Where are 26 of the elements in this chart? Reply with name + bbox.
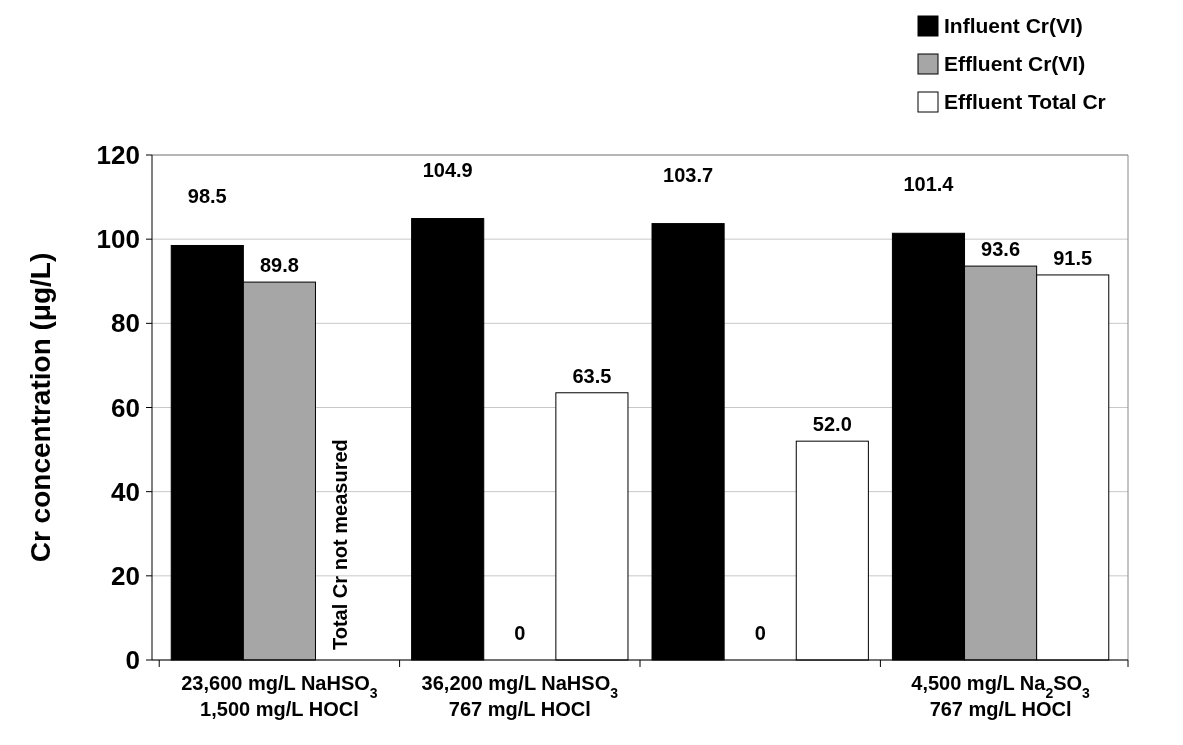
legend-label: Effluent Cr(VI): [944, 52, 1086, 76]
legend-label: Influent Cr(VI): [944, 14, 1083, 38]
data-label: 0: [514, 622, 526, 644]
x-tick-label: 4,500 mg/L Na$_{2}$SO$_{3}$ 767 mg/L HOCl: [911, 672, 1091, 720]
annotation: Total Cr not measured: [328, 439, 351, 650]
data-label: 63.5: [572, 364, 612, 387]
legend-label: Effluent Total Cr: [944, 90, 1106, 114]
y-axis-title: Cr concentration (μg/L): [25, 252, 56, 563]
y-tick-label: 60: [111, 392, 140, 423]
y-tick-label: 80: [111, 308, 140, 339]
data-label: 0: [754, 622, 766, 644]
data-label: 103.7: [663, 163, 714, 186]
data-label: 89.8: [259, 254, 299, 277]
y-tick-label: 120: [96, 140, 140, 171]
y-tick-label: 20: [111, 560, 140, 591]
data-label: 52.0: [812, 413, 852, 436]
data-label: 98.5: [187, 185, 227, 208]
y-tick-label: 100: [96, 224, 140, 255]
y-tick-label: 40: [111, 476, 140, 507]
data-label: 104.9: [422, 158, 473, 181]
y-tick-label: 0: [125, 645, 140, 676]
data-label: 93.6: [981, 238, 1021, 261]
data-label: 101.4: [903, 173, 955, 196]
x-tick-label: 23,600 mg/L NaHSO$_{3}$ 1,500 mg/L HOCl: [181, 672, 378, 720]
data-label: 91.5: [1053, 246, 1093, 269]
category-label: 36,200 mg/L NaHSO$_{3}$ 767 mg/L HOCl: [421, 672, 619, 720]
